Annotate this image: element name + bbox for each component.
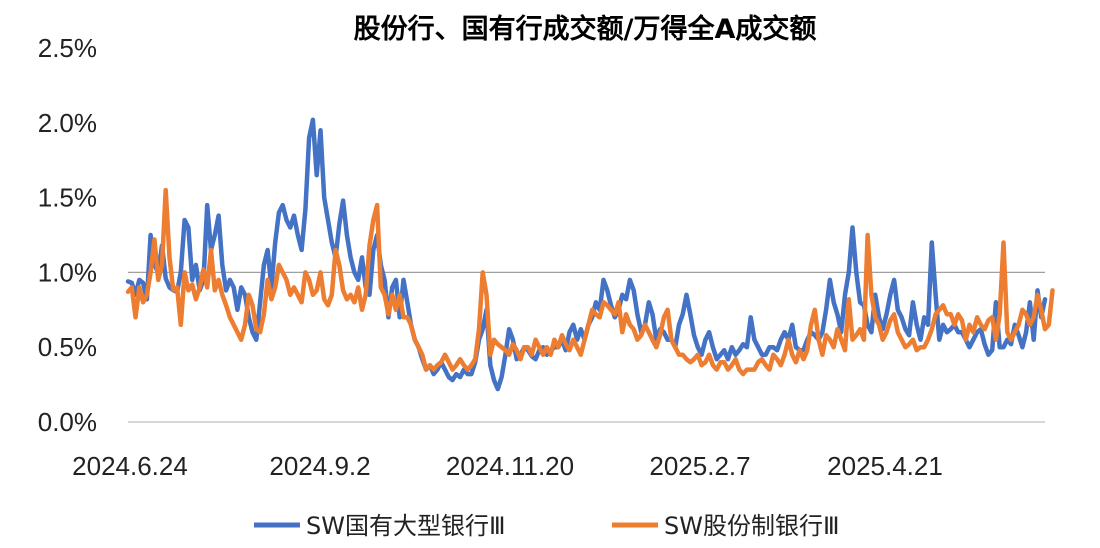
x-tick-label: 2024.6.24 [72, 451, 188, 481]
x-tick-label: 2025.2.7 [649, 451, 750, 481]
x-tick-label: 2024.9.2 [269, 451, 370, 481]
legend: SW国有大型银行Ⅲ SW股份制银行Ⅲ [254, 512, 840, 540]
y-tick-label: 0.0% [38, 407, 97, 437]
chart-title: 股份行、国有行成交额/万得全A成交额 [354, 13, 817, 45]
series-line-2 [125, 187, 1055, 377]
y-tick-label: 1.5% [38, 183, 97, 213]
y-axis-ticks: 0.0% 0.5% 1.0% 1.5% 2.0% 2.5% [38, 33, 97, 437]
series-lines [125, 117, 1055, 392]
y-tick-label: 2.5% [38, 33, 97, 63]
series-line-1 [125, 117, 1048, 392]
y-tick-label: 0.5% [38, 332, 97, 362]
y-tick-label: 1.0% [38, 257, 97, 287]
x-axis-ticks: 2024.6.24 2024.9.2 2024.11.20 2025.2.7 2025.… [72, 451, 943, 481]
y-tick-label: 2.0% [38, 108, 97, 138]
legend-label-series-2: SW股份制银行Ⅲ [664, 512, 840, 540]
x-tick-label: 2024.11.20 [446, 451, 574, 481]
x-tick-label: 2025.4.21 [827, 451, 943, 481]
legend-label-series-1: SW国有大型银行Ⅲ [306, 512, 506, 540]
